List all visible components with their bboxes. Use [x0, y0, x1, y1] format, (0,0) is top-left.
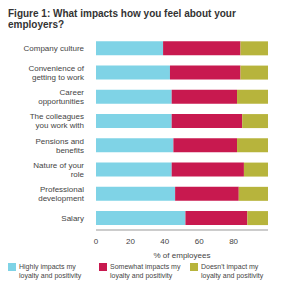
svg-text:Company culture: Company culture: [24, 44, 85, 53]
svg-text:0: 0: [94, 237, 99, 246]
svg-text:80: 80: [229, 237, 238, 246]
svg-text:The colleaguesyou work with: The colleaguesyou work with: [30, 112, 84, 130]
svg-text:Pensions andbenefits: Pensions andbenefits: [36, 137, 84, 155]
html-text:Highly impacts my loyalty and: Highly impacts my loyalty and positivity: [19, 263, 82, 279]
html-text:Somewhat impacts my loyalty an: Somewhat impacts my loyalty and positivi…: [110, 263, 181, 279]
svg-text:60: 60: [195, 237, 204, 246]
svg-text:20: 20: [126, 237, 135, 246]
html-text:Figure 1: What impacts how you: Figure 1: What impacts how you feel abou…: [8, 8, 236, 30]
svg-text:Salary: Salary: [61, 214, 84, 223]
svg-text:Careeropportunities: Careeropportunities: [38, 88, 84, 106]
svg-text:40: 40: [160, 237, 169, 246]
svg-text:Nature of yourrole: Nature of yourrole: [33, 161, 84, 179]
svg-text:% of employees: % of employees: [154, 251, 211, 260]
svg-text:Professionaldevelopment: Professionaldevelopment: [38, 185, 85, 203]
svg-text:Convenience ofgetting to work: Convenience ofgetting to work: [28, 64, 85, 82]
html-text:Doesn't impact my loyalty and: Doesn't impact my loyalty and positivity: [201, 263, 264, 279]
